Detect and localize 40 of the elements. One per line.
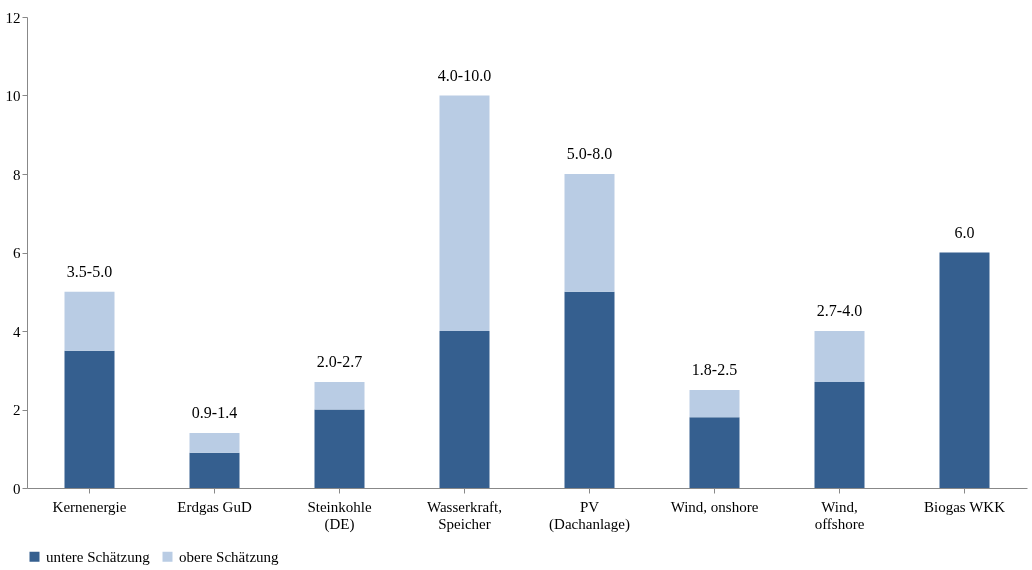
- bar: [189, 433, 240, 453]
- bar: [64, 350, 115, 488]
- bar: [439, 331, 490, 488]
- bar: [314, 409, 365, 488]
- bar: [564, 174, 615, 292]
- bar: [64, 291, 115, 351]
- y-tick-label: 6: [13, 245, 21, 261]
- bar: [189, 452, 240, 488]
- bar: [689, 417, 740, 488]
- x-tick-label: PV (Dachanlage): [549, 498, 630, 533]
- bar: [814, 331, 865, 383]
- total-label: 3.5-5.0: [66, 262, 113, 280]
- y-tick-label: 2: [13, 402, 21, 418]
- bar: [314, 382, 365, 410]
- legend-label: untere Schätzung: [46, 548, 151, 565]
- total-label: 6.0: [954, 223, 975, 241]
- x-tick-label: Biogas WKK: [924, 498, 1006, 515]
- total-label: 5.0-8.0: [566, 145, 613, 162]
- x-tick-label: Wind, onshore: [670, 498, 759, 515]
- x-tick-label: Kernenergie: [52, 498, 127, 515]
- x-tick-label: Erdgas GuD: [177, 498, 252, 515]
- total-label: 1.8-2.5: [691, 360, 738, 378]
- y-tick-label: 0: [13, 480, 21, 497]
- total-label: 4.0-10.0: [437, 66, 492, 84]
- bar: [814, 382, 865, 488]
- y-tick-label: 12: [5, 9, 21, 26]
- bar: [564, 291, 615, 488]
- total-label: 2.7-4.0: [816, 302, 863, 319]
- total-label: 0.9-1.4: [191, 404, 238, 422]
- bar: [939, 252, 990, 488]
- x-tick-label: Wind, offshore: [814, 498, 865, 532]
- y-tick-label: 4: [13, 323, 21, 340]
- legend-label: obere Schätzung: [179, 548, 280, 565]
- x-tick-label: Steinkohle (DE): [307, 498, 372, 533]
- y-tick-label: 8: [13, 166, 21, 183]
- total-label: 2.0-2.7: [316, 353, 363, 371]
- y-tick-label: 10: [5, 88, 21, 104]
- bar: [689, 389, 740, 418]
- bar: [439, 95, 490, 331]
- x-tick-label: Wasserkraft, Speicher: [426, 498, 503, 532]
